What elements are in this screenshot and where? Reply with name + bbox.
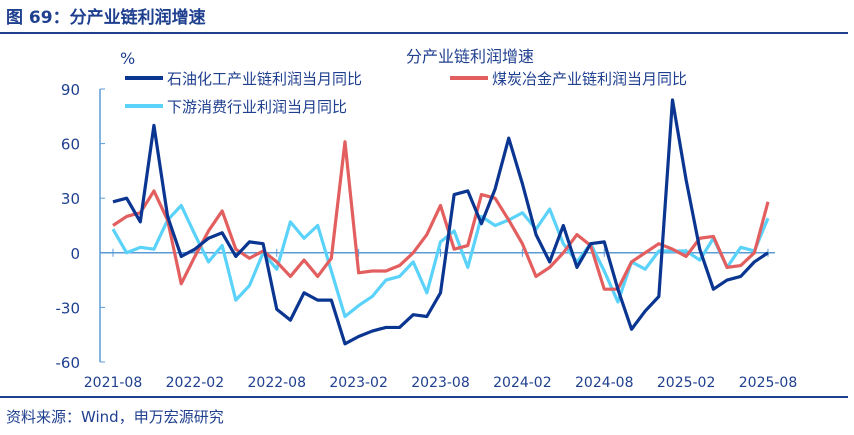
x-tick-label: 2022-08 <box>248 375 307 391</box>
figure-title: 图 69：分产业链利润增速 <box>6 8 206 28</box>
x-tick-label: 2021-08 <box>84 375 143 391</box>
x-tick-label: 2024-08 <box>575 375 634 391</box>
series-line <box>111 203 770 319</box>
legend-label: 石油化工产业链利润当月同比 <box>167 70 362 88</box>
series-line <box>112 98 769 346</box>
y-tick-label: 90 <box>61 81 80 99</box>
chart-title: 分产业链利润增速 <box>406 47 534 66</box>
legend-label: 煤炭冶金产业链利润当月同比 <box>492 70 687 88</box>
y-tick-label: 0 <box>70 245 80 263</box>
x-tick-label: 2023-02 <box>329 375 388 391</box>
line-chart: 分产业链利润增速 % 石油化工产业链利润当月同比 煤炭冶金产业链利润当月同比下游消… <box>56 47 798 391</box>
y-tick-label: -30 <box>56 299 81 317</box>
x-tick-label: 2024-02 <box>493 375 552 391</box>
source-note: 资料来源：Wind，申万宏源研究 <box>6 408 224 426</box>
y-tick-label: -60 <box>56 354 81 372</box>
x-tick-label: 2025-08 <box>739 375 798 391</box>
y-tick-label: 60 <box>61 136 80 154</box>
footer-rule <box>0 396 848 398</box>
y-unit-label: % <box>120 49 135 68</box>
x-tick-label: 2022-02 <box>166 375 225 391</box>
series-line <box>112 140 770 291</box>
x-tick-label: 2023-08 <box>411 375 470 391</box>
y-tick-label: 30 <box>61 190 80 208</box>
x-tick-label: 2025-02 <box>657 375 716 391</box>
header-rule <box>0 32 848 34</box>
legend-label: 下游消费行业利润当月同比 <box>167 98 347 116</box>
